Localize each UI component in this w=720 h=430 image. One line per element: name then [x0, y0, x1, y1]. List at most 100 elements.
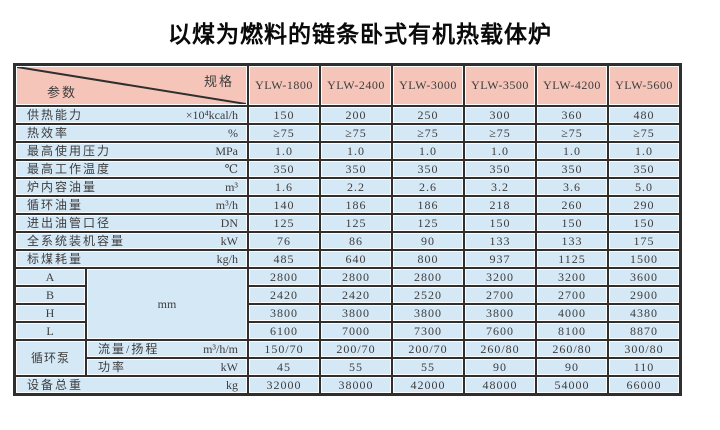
param-unit: DN	[220, 215, 238, 230]
value-cell: 3800	[393, 305, 463, 321]
value-cell: 350	[465, 161, 535, 177]
table-row-heat-capacity: 供热能力 ×10⁴kcal/h 150 200 250 300 360 480	[16, 107, 679, 123]
value-cell: ≥75	[249, 125, 319, 141]
table-row-dimension-b: B 2420 2420 2520 2700 2700 2900	[16, 287, 679, 303]
value-cell: 2.2	[321, 179, 391, 195]
value-cell: ≥75	[537, 125, 607, 141]
value-cell: 7600	[465, 323, 535, 339]
param-unit: %	[228, 125, 238, 140]
table-row-dimension-h: H 3800 3800 3800 3800 4000 4380	[16, 305, 679, 321]
value-cell: 32000	[249, 377, 319, 393]
value-cell: ≥75	[609, 125, 679, 141]
param-cell: 循环油量 m³/h	[16, 197, 247, 213]
param-label: 设备总重	[27, 377, 84, 392]
value-cell: 1.0	[393, 143, 463, 159]
value-cell: 360	[537, 107, 607, 123]
model-header: YLW-3000	[393, 66, 463, 105]
value-cell: 8870	[609, 323, 679, 339]
value-cell: 300/80	[609, 341, 679, 357]
value-cell: 2800	[321, 269, 391, 285]
value-cell: 260/80	[465, 341, 535, 357]
value-cell: 150	[465, 215, 535, 231]
param-cell: 流量/扬程 m³/h/m	[87, 341, 247, 357]
table-row-dimension-a: A mm 2800 2800 2800 3200 3200 3600	[16, 269, 679, 339]
pump-label: 循环泵	[16, 341, 85, 375]
value-cell: 480	[609, 107, 679, 123]
model-header: YLW-3500	[465, 66, 535, 105]
value-cell: 48000	[465, 377, 535, 393]
value-cell: 1.0	[249, 143, 319, 159]
value-cell: 1125	[537, 251, 607, 267]
value-cell: 1500	[609, 251, 679, 267]
param-cell: 最高使用压力 MPa	[16, 143, 247, 159]
value-cell: 2.6	[393, 179, 463, 195]
value-cell: 218	[465, 197, 535, 213]
page-title: 以煤为燃料的链条卧式有机热载体炉	[168, 22, 552, 48]
value-cell: 485	[249, 251, 319, 267]
corner-param-label: 参数	[47, 85, 78, 100]
value-cell: 5.0	[609, 179, 679, 195]
value-cell: 2800	[393, 269, 463, 285]
value-cell: 140	[249, 197, 319, 213]
model-header: YLW-2400	[321, 66, 391, 105]
param-unit: m³/h	[215, 197, 238, 212]
param-label: 供热能力	[27, 107, 84, 122]
value-cell: 150/70	[249, 341, 319, 357]
param-label: 热效率	[27, 125, 70, 140]
table-row-total-weight: 设备总重 kg 32000 38000 42000 48000 54000 660…	[16, 377, 679, 393]
value-cell: 2520	[393, 287, 463, 303]
value-cell: 800	[393, 251, 463, 267]
value-cell: 640	[321, 251, 391, 267]
value-cell: 350	[249, 161, 319, 177]
param-label: 炉内容油量	[27, 179, 98, 194]
value-cell: 3200	[537, 269, 607, 285]
value-cell: 3200	[465, 269, 535, 285]
value-cell: 38000	[321, 377, 391, 393]
value-cell: 260	[537, 197, 607, 213]
param-label: 进出油管口径	[27, 215, 112, 230]
table-row-pump-power: 功率 kW 45 55 55 90 90 110	[16, 359, 679, 375]
param-label: 全系统装机容量	[27, 233, 126, 248]
model-header: YLW-4200	[537, 66, 607, 105]
value-cell: 2700	[465, 287, 535, 303]
dimension-label: A	[16, 269, 85, 285]
value-cell: 133	[537, 233, 607, 249]
value-cell: 2420	[249, 287, 319, 303]
value-cell: 186	[321, 197, 391, 213]
value-cell: 3800	[249, 305, 319, 321]
value-cell: 200	[321, 107, 391, 123]
value-cell: 186	[393, 197, 463, 213]
value-cell: 150	[609, 215, 679, 231]
param-unit: kW	[220, 359, 238, 374]
value-cell: 55	[321, 359, 391, 375]
value-cell: ≥75	[465, 125, 535, 141]
param-unit: m³	[225, 179, 238, 194]
value-cell: 4000	[537, 305, 607, 321]
param-cell: 进出油管口径 DN	[16, 215, 247, 231]
value-cell: 125	[393, 215, 463, 231]
param-cell: 最高工作温度 ℃	[16, 161, 247, 177]
value-cell: 1.0	[537, 143, 607, 159]
value-cell: 3600	[609, 269, 679, 285]
value-cell: 350	[321, 161, 391, 177]
value-cell: 7000	[321, 323, 391, 339]
param-label: 最高使用压力	[27, 143, 112, 158]
table-row-dimension-l: L 6100 7000 7300 7600 8100 8870	[16, 323, 679, 339]
value-cell: 3800	[465, 305, 535, 321]
param-unit: m³/h/m	[203, 341, 238, 356]
value-cell: 200/70	[393, 341, 463, 357]
dimension-label: B	[16, 287, 85, 303]
value-cell: 55	[393, 359, 463, 375]
table-row-thermal-efficiency: 热效率% ≥75 ≥75 ≥75 ≥75 ≥75 ≥75	[16, 125, 679, 141]
value-cell: 1.0	[609, 143, 679, 159]
value-cell: 133	[465, 233, 535, 249]
value-cell: 3.6	[537, 179, 607, 195]
param-cell: 炉内容油量 m³	[16, 179, 247, 195]
value-cell: 125	[321, 215, 391, 231]
table-row-furnace-oil-volume: 炉内容油量 m³ 1.6 2.2 2.6 3.2 3.6 5.0	[16, 179, 679, 195]
value-cell: 4380	[609, 305, 679, 321]
param-unit: kg	[226, 377, 238, 392]
value-cell: 7300	[393, 323, 463, 339]
dimension-label: H	[16, 305, 85, 321]
value-cell: 2420	[321, 287, 391, 303]
